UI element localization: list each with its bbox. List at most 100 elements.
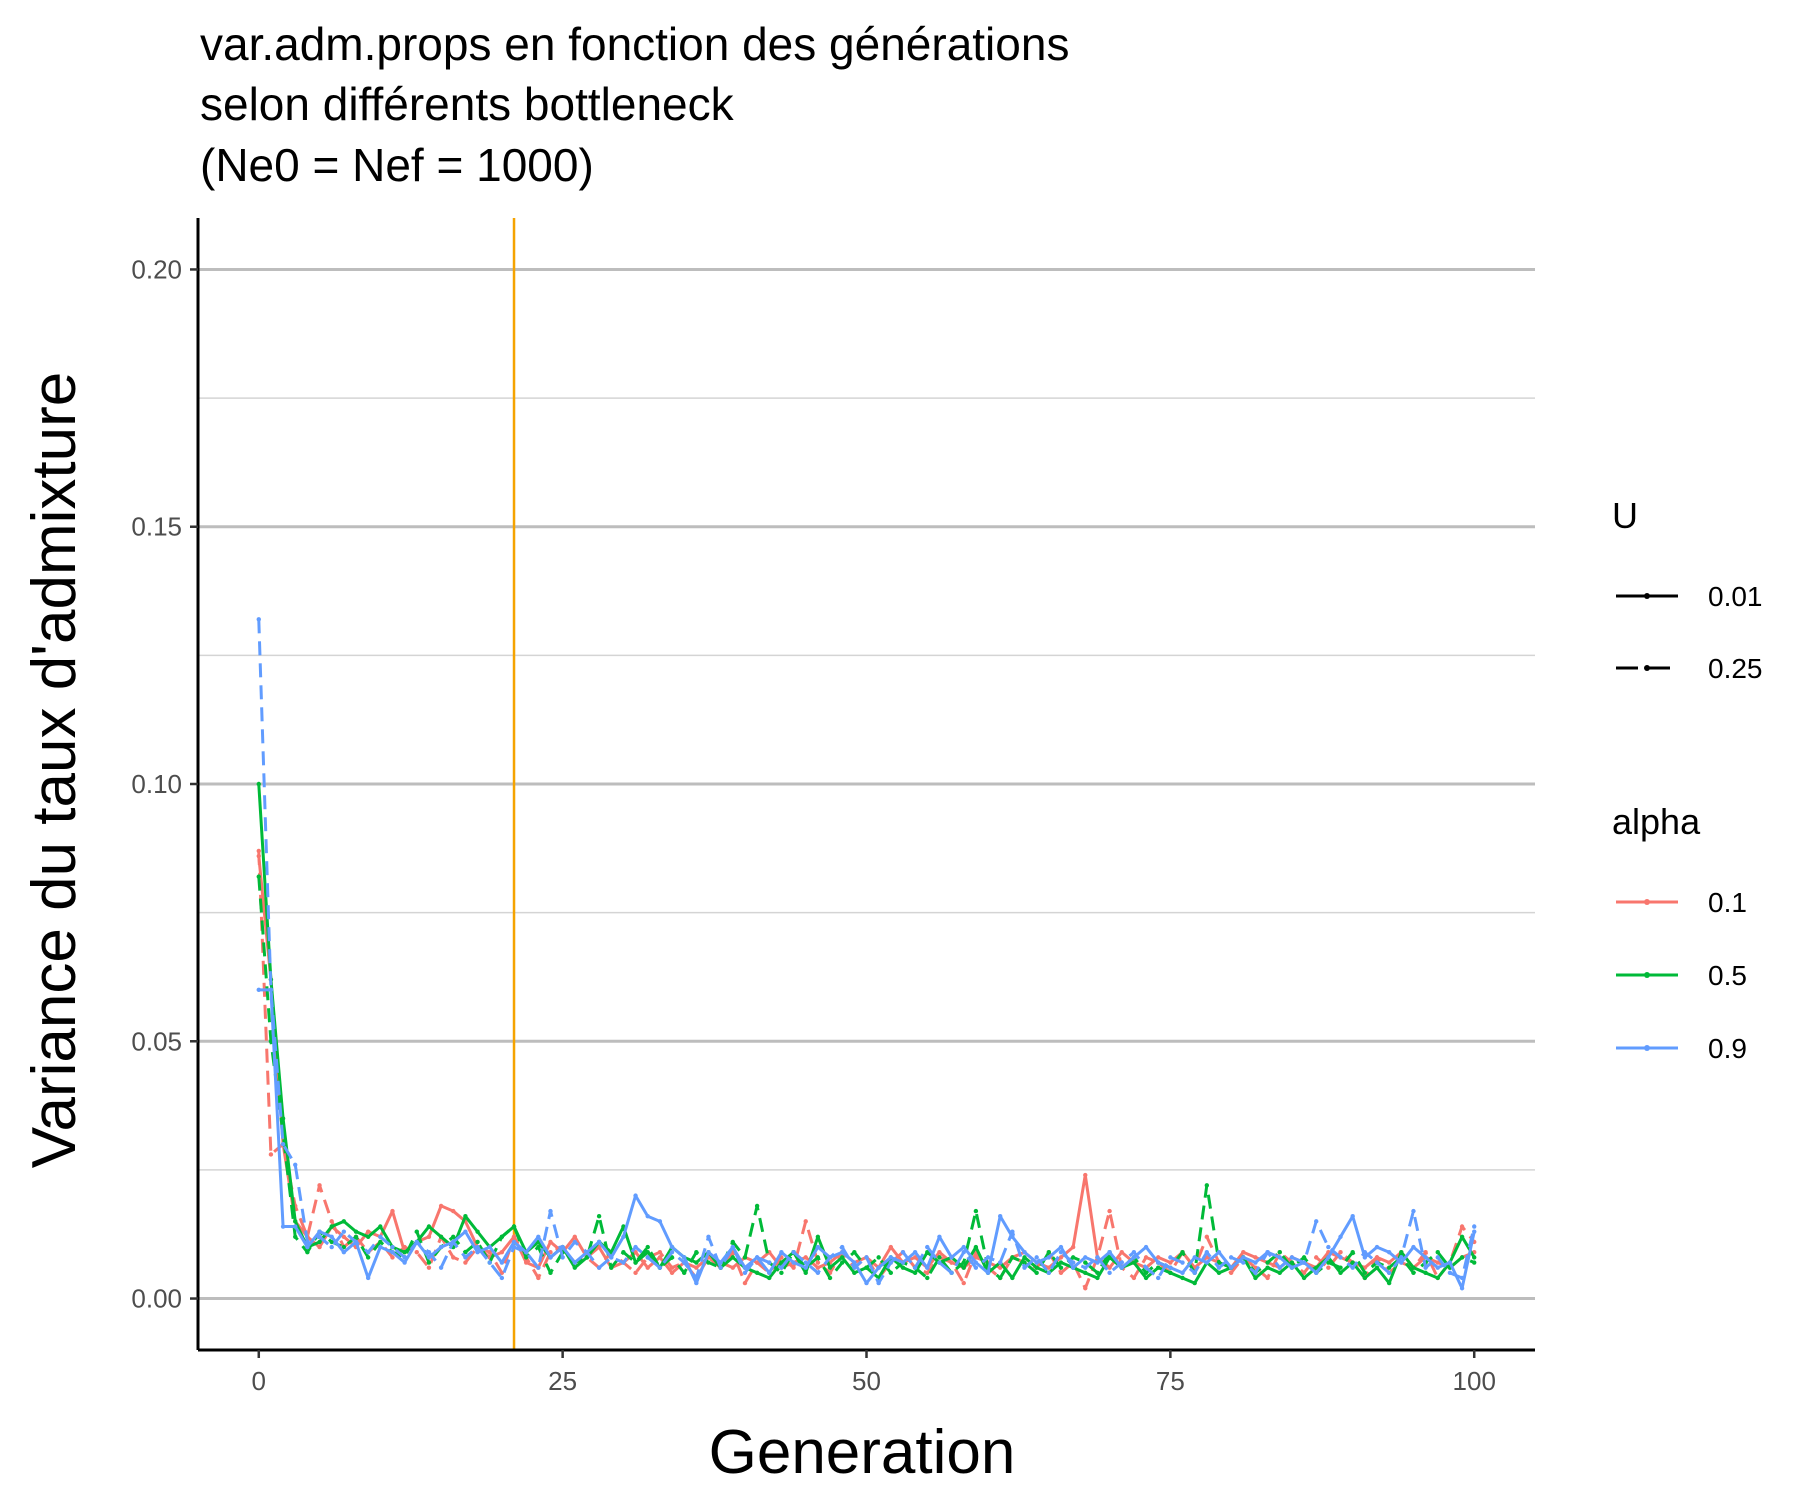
series-point: [730, 1255, 735, 1260]
series-point: [1143, 1255, 1149, 1260]
series-point: [475, 1229, 480, 1234]
series-point: [463, 1255, 468, 1260]
series-point: [888, 1255, 894, 1260]
y-tick-label: 0.10: [131, 769, 182, 799]
x-tick-label: 50: [852, 1366, 881, 1396]
series-point: [961, 1260, 966, 1265]
series-point: [839, 1244, 845, 1250]
series-point: [1326, 1260, 1331, 1265]
series-point: [414, 1239, 419, 1245]
series-point: [791, 1265, 796, 1270]
series-point: [426, 1265, 432, 1270]
series-point: [402, 1260, 407, 1265]
series-point: [1338, 1265, 1343, 1270]
series-point: [912, 1255, 918, 1260]
series-point: [621, 1224, 626, 1229]
series-point: [669, 1265, 675, 1270]
series-point: [463, 1260, 468, 1265]
series-point: [937, 1250, 942, 1255]
series-point: [779, 1260, 784, 1265]
series-point: [1058, 1244, 1064, 1250]
series-point: [1338, 1250, 1343, 1255]
series-point: [925, 1244, 930, 1250]
series-point: [803, 1255, 808, 1260]
y-tick-label: 0.05: [131, 1026, 182, 1056]
series-point: [815, 1265, 821, 1270]
legend-key-point: [1644, 593, 1650, 599]
series-point: [1241, 1250, 1246, 1255]
series-point: [317, 1244, 322, 1250]
series-point: [365, 1229, 371, 1234]
series-point: [1095, 1260, 1100, 1265]
series-point: [536, 1234, 541, 1240]
title-line-3: (Ne0 = Nef = 1000): [200, 139, 594, 191]
series-line-alpha-0.9-u-0.25: [257, 619, 1476, 1285]
series-point: [1143, 1265, 1149, 1270]
series-point: [1459, 1275, 1465, 1281]
series-point: [998, 1260, 1003, 1265]
series-point: [487, 1250, 492, 1255]
legend-label-u-0.01: 0.01: [1708, 581, 1763, 612]
series-point: [779, 1265, 784, 1270]
series-point: [1277, 1250, 1282, 1255]
series-point: [1289, 1255, 1295, 1260]
series-point: [1228, 1270, 1234, 1276]
series-point: [1423, 1270, 1428, 1276]
series-point: [900, 1260, 906, 1265]
series-point: [1289, 1260, 1295, 1265]
series-point: [572, 1239, 577, 1245]
series-point: [378, 1224, 383, 1229]
series-point: [499, 1275, 505, 1281]
legend-key-point: [1644, 899, 1650, 905]
series-point: [1204, 1250, 1210, 1255]
series-point: [1277, 1265, 1282, 1270]
series-point: [1265, 1265, 1270, 1270]
series-point: [1131, 1275, 1137, 1281]
series-point: [1058, 1250, 1064, 1255]
series-point: [767, 1275, 772, 1281]
series-point: [317, 1234, 322, 1240]
series-point: [754, 1203, 760, 1209]
series-point: [1277, 1255, 1282, 1260]
series-point: [378, 1234, 383, 1240]
series-point: [1107, 1265, 1112, 1270]
x-tick-label: 0: [252, 1366, 266, 1396]
series-point: [864, 1265, 869, 1270]
series-point: [1034, 1255, 1039, 1260]
series-point: [912, 1270, 918, 1276]
series-point: [730, 1239, 735, 1245]
series-point: [1314, 1255, 1319, 1260]
series-point: [1058, 1260, 1064, 1265]
series-point: [378, 1244, 383, 1250]
series-point: [511, 1239, 517, 1245]
series-point: [815, 1255, 821, 1260]
series-point: [973, 1244, 979, 1250]
series-point: [742, 1280, 748, 1286]
series-point: [1459, 1255, 1465, 1260]
series-point: [1180, 1270, 1185, 1276]
series-point: [779, 1250, 784, 1255]
series-point: [1180, 1275, 1185, 1281]
series-point: [305, 1239, 310, 1245]
series-point: [1411, 1244, 1416, 1250]
series-point: [438, 1244, 444, 1250]
series-point: [694, 1280, 699, 1286]
series-point: [949, 1270, 954, 1276]
series-point: [511, 1234, 517, 1240]
series-point: [1435, 1265, 1440, 1270]
series-point: [329, 1219, 334, 1224]
series-point: [694, 1265, 699, 1270]
series-point: [645, 1255, 650, 1260]
series-point: [1034, 1260, 1039, 1265]
series-point: [706, 1250, 711, 1255]
series-point: [815, 1260, 821, 1265]
series-point: [1386, 1270, 1392, 1276]
series-point: [633, 1193, 638, 1198]
series-point: [536, 1244, 541, 1250]
series-point: [1070, 1265, 1076, 1270]
series-point: [645, 1265, 650, 1270]
series-point: [754, 1260, 760, 1265]
series-point: [548, 1239, 553, 1245]
series-point: [475, 1239, 480, 1245]
